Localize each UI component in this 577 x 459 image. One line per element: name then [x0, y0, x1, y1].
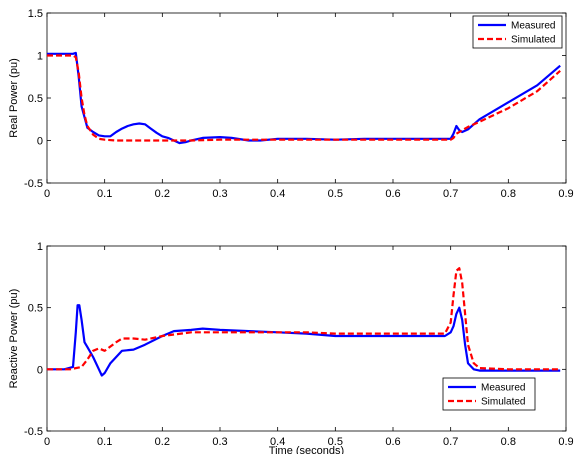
series-line-measured — [47, 51, 561, 145]
chart-panel-2: 0 0.1 0.2 0.3 0.4 0.5 0.6 0.7 0.8 0.9-0.500.51Rea… — [8, 241, 574, 457]
x-tick-label: 0.2 — [155, 188, 170, 200]
legend-label: Simulated — [511, 35, 555, 46]
legend: Measured Simulated — [442, 377, 536, 411]
x-tick-label: 0.8 — [501, 436, 516, 448]
x-tick-label: 0 — [44, 436, 50, 448]
x-tick-label: 0.1 — [97, 436, 112, 448]
x-tick-label: 0.4 — [270, 188, 285, 200]
x-tick-label: 0.3 — [212, 188, 227, 200]
x-tick-label: 0.8 — [501, 188, 516, 200]
x-tick-label: 0.7 — [443, 436, 458, 448]
legend-box — [472, 15, 563, 49]
chart-panel-1: 0 0.1 0.2 0.3 0.4 0.5 0.6 0.7 0.8 0.9-0.500.511.5… — [8, 8, 574, 200]
x-tick-label: 0.9 — [558, 188, 573, 200]
legend-label: Measured — [481, 383, 525, 394]
x-tick-label: 0.6 — [385, 188, 400, 200]
x-tick-label: 0.7 — [443, 188, 458, 200]
x-tick-label: 0.6 — [385, 436, 400, 448]
y-tick-label: 1.5 — [28, 8, 43, 20]
series-line-measured — [47, 304, 561, 377]
x-tick-label: 0 — [44, 188, 50, 200]
series-line-simulated — [47, 267, 561, 371]
y-tick-label: 0 — [37, 136, 43, 148]
y-axis-label: Real Power (pu) — [8, 58, 20, 137]
legend-label: Measured — [511, 21, 555, 32]
legend-box — [442, 377, 536, 411]
x-tick-label: 0.5 — [328, 188, 343, 200]
legend: Measured Simulated — [472, 15, 563, 49]
y-tick-label: 0.5 — [28, 303, 43, 315]
x-tick-label: 0.1 — [97, 188, 112, 200]
y-tick-label: 0.5 — [28, 93, 43, 105]
legend-label: Simulated — [481, 397, 525, 408]
y-tick-label: 0 — [37, 364, 43, 376]
x-tick-label: 0.5 — [328, 436, 343, 448]
x-axis-label: Time (seconds) — [269, 445, 344, 454]
y-axis-label: Reactive Power (pu) — [8, 289, 20, 389]
y-tick-label: 1 — [37, 241, 43, 253]
series-line-simulated — [47, 54, 561, 142]
y-tick-label: 1 — [37, 51, 43, 63]
x-tick-label: 0.9 — [558, 436, 573, 448]
x-tick-label: 0.2 — [155, 436, 170, 448]
y-tick-label: -0.5 — [24, 178, 43, 190]
x-tick-label: 0.4 — [270, 436, 285, 448]
x-tick-label: 0.3 — [212, 436, 227, 448]
y-tick-label: -0.5 — [24, 426, 43, 438]
